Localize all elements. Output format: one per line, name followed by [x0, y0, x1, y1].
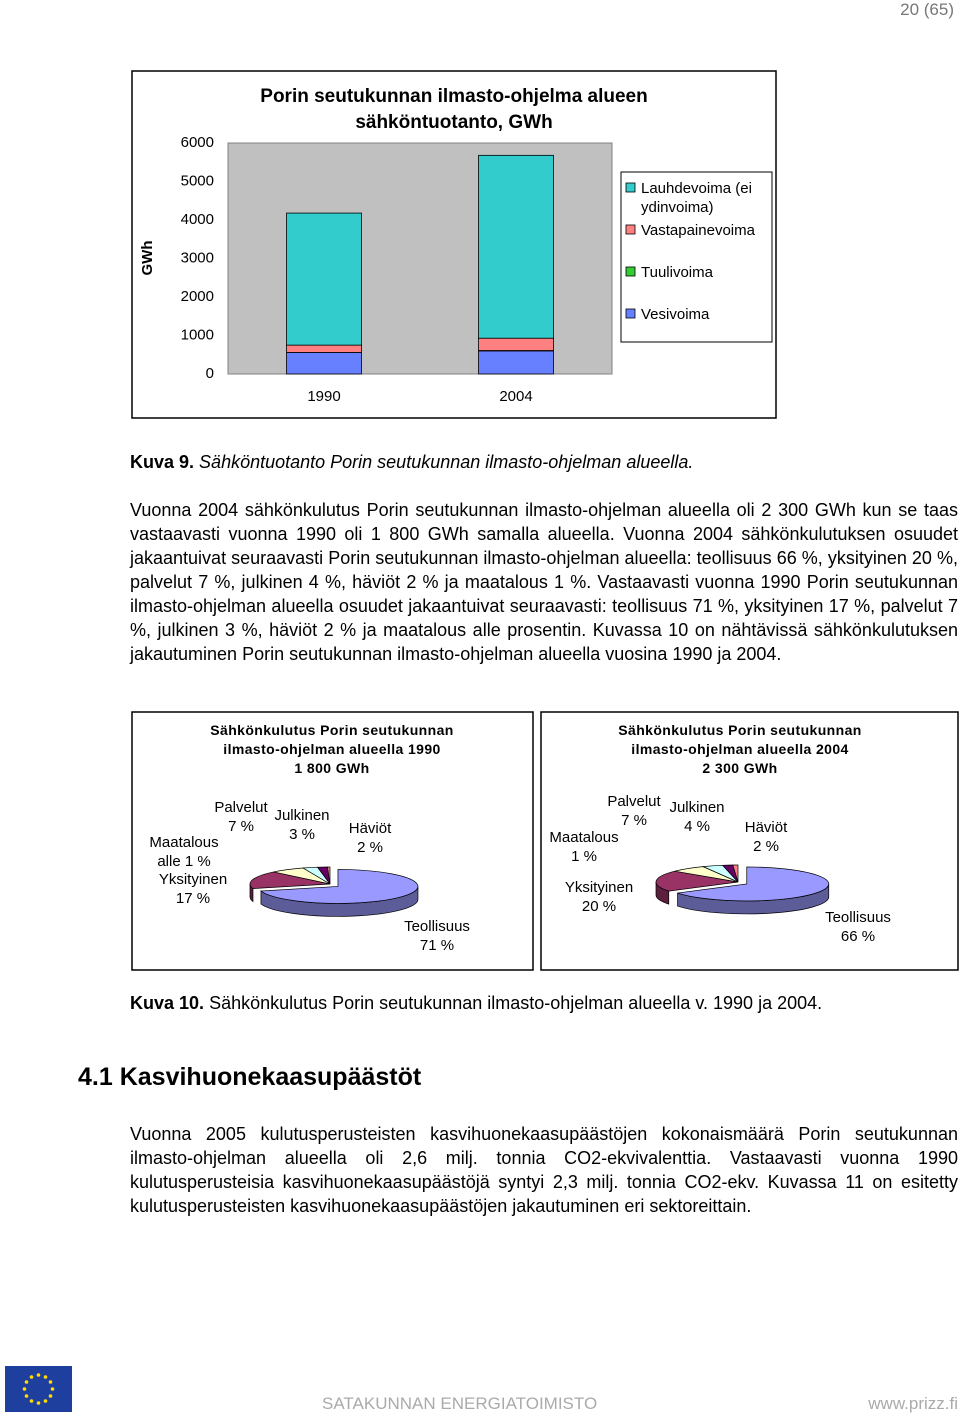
legend-frame — [620, 171, 773, 343]
footer-website: www.prizz.fi — [868, 1394, 958, 1413]
y-tick-label: 0 — [206, 365, 214, 382]
chart-title: Sähkönkulutus Porin seutukunnan ilmasto-… — [187, 721, 477, 778]
slice-value-label: 3 % — [289, 826, 315, 843]
bar-segment — [286, 212, 362, 346]
slice-label: Yksityinen 20 % — [534, 878, 664, 916]
y-axis-label: GWh — [139, 241, 156, 276]
paragraph: Vuonna 2004 sähkönkulutus Porin seutukun… — [130, 500, 958, 664]
legend-swatch — [625, 182, 636, 193]
slice-category: Häviöt — [348, 820, 392, 837]
slice-value-label: 20 % — [581, 898, 617, 915]
bar-segment — [478, 154, 554, 339]
legend-swatch — [625, 266, 636, 277]
chart-title-text: Sähkönkulutus Porin seutukunnan ilmasto-… — [210, 722, 454, 757]
pie-slice — [732, 864, 739, 883]
slice-label: Julkinen 4 % — [632, 798, 762, 836]
legend-entry: Vesivoima — [641, 306, 710, 323]
y-tick-label: 6000 — [181, 134, 214, 151]
figure-caption: Kuva 9. Sähköntuotanto Porin seutukunnan… — [130, 450, 693, 474]
slice-label: Maatalous 1 % — [519, 828, 649, 866]
bar-segment — [286, 352, 362, 375]
slice-category: Maatalous — [149, 834, 219, 851]
chart-subtitle: 2 300 GWh — [702, 760, 778, 776]
y-tick-label: 4000 — [181, 211, 214, 228]
section-number: 4.1 — [78, 1063, 113, 1091]
slice-category: Teollisuus — [404, 918, 470, 935]
eu-flag — [5, 1366, 72, 1412]
slice-category: Teollisuus — [825, 909, 891, 926]
slice-value-label: alle 1 % — [157, 853, 211, 870]
caption-label: Kuva 9. — [130, 452, 195, 472]
slice-label: Maatalous alle 1 % — [119, 833, 249, 871]
slice-value-label: 7 % — [228, 818, 254, 835]
slice-value-label: 7 % — [621, 812, 647, 829]
legend-entry: Lauhdevoima (ei ydinvoima) — [641, 180, 752, 216]
slice-category: Häviöt — [744, 819, 788, 836]
paragraph: Vuonna 2005 kulutusperusteisten kasvihuo… — [130, 1124, 958, 1216]
pie-chart-frame — [131, 711, 534, 971]
slice-label: Julkinen 3 % — [237, 806, 367, 844]
pie-slice — [655, 870, 739, 892]
bar-segment — [286, 344, 362, 353]
legend-swatch — [625, 224, 636, 235]
slice-value-label: 71 % — [419, 937, 455, 954]
slice-label: Teollisuus 71 % — [372, 917, 502, 955]
pie-slice — [327, 866, 331, 885]
slice-category: Maatalous — [549, 829, 619, 846]
slice-category: Yksityinen — [564, 879, 634, 896]
y-tick-label: 2000 — [181, 288, 214, 305]
slice-value-label: 2 % — [753, 838, 779, 855]
page-number: 20 (65) — [900, 0, 954, 19]
pie-slice — [677, 866, 830, 902]
y-tick-label: 5000 — [181, 172, 214, 189]
y-tick-label: 1000 — [181, 326, 214, 343]
x-tick-label: 1990 — [307, 388, 340, 405]
legend-entry: Vastapainevoima — [641, 222, 755, 239]
pie-chart-frame — [540, 711, 959, 971]
slice-label: Yksityinen 17 % — [128, 870, 258, 908]
section-heading: 4.1 Kasvihuonekaasupäästöt — [78, 1063, 421, 1092]
slice-category: Julkinen — [669, 799, 725, 816]
caption-text: Sähkönkulutus Porin seutukunnan ilmasto-… — [209, 993, 823, 1013]
pie-slice — [249, 871, 331, 889]
x-tick-label: 2004 — [499, 388, 532, 405]
slice-value-label: 17 % — [175, 890, 211, 907]
slice-category: Palvelut — [607, 793, 661, 810]
slice-category: Palvelut — [214, 799, 268, 816]
slice-category: Yksityinen — [158, 871, 228, 888]
slice-value-label: 66 % — [840, 928, 876, 945]
figure-caption: Kuva 10. Sähkönkulutus Porin seutukunnan… — [130, 991, 822, 1015]
pie-slice — [259, 869, 419, 904]
plot-area — [227, 142, 613, 375]
slice-label: Palvelut 7 % — [569, 792, 699, 830]
chart-title-text: Sähkönkulutus Porin seutukunnan ilmasto-… — [618, 722, 862, 757]
bar-segment — [478, 337, 554, 351]
footer-organization: SATAKUNNAN ENERGIATOIMISTO — [322, 1394, 598, 1413]
slice-value-label: 4 % — [684, 818, 710, 835]
caption-text: Sähköntuotanto Porin seutukunnan ilmasto… — [199, 452, 694, 472]
caption-label: Kuva 10. — [130, 993, 205, 1013]
slice-category: Julkinen — [274, 807, 330, 824]
legend-entry: Tuulivoima — [641, 264, 713, 281]
slice-label: Häviöt 2 % — [701, 818, 831, 856]
chart-subtitle: 1 800 GWh — [294, 760, 370, 776]
chart-title: Sähkönkulutus Porin seutukunnan ilmasto-… — [595, 721, 885, 778]
y-tick-label: 3000 — [181, 249, 214, 266]
section-title: Kasvihuonekaasupäästöt — [119, 1063, 422, 1091]
slice-label: Häviöt 2 % — [305, 819, 435, 857]
chart-title: Porin seutukunnan ilmasto-ohjelma alueen… — [260, 86, 648, 133]
slice-label: Palvelut 7 % — [176, 798, 306, 836]
bar-segment — [478, 350, 554, 375]
slice-value-label: 1 % — [571, 848, 597, 865]
slice-label: Teollisuus 66 % — [793, 908, 923, 946]
slice-value-label: 2 % — [357, 839, 383, 856]
legend-swatch — [625, 308, 636, 319]
